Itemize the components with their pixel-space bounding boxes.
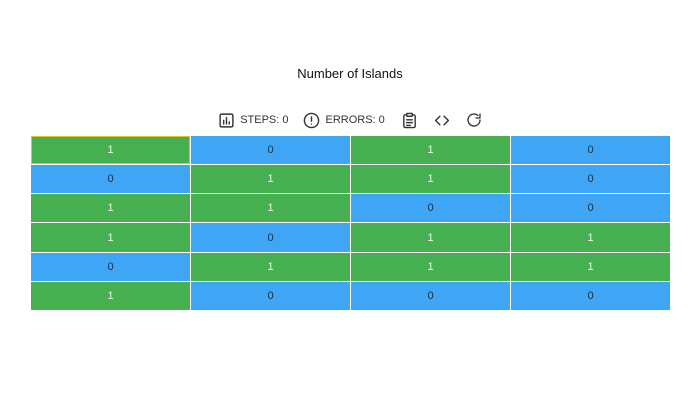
grid-cell[interactable]: 0 — [191, 281, 350, 310]
grid-cell[interactable]: 1 — [511, 223, 670, 252]
grid-cell[interactable]: 1 — [31, 223, 190, 252]
grid-cell[interactable]: 1 — [351, 223, 510, 252]
grid-cell[interactable]: 1 — [511, 252, 670, 281]
grid-cell[interactable]: 1 — [31, 136, 190, 165]
grid-cell[interactable]: 1 — [191, 194, 350, 223]
refresh-icon[interactable] — [465, 111, 483, 129]
alert-circle-icon[interactable] — [303, 111, 321, 129]
grid-cell[interactable]: 1 — [351, 252, 510, 281]
grid-cell[interactable]: 0 — [511, 281, 670, 310]
grid-cell[interactable]: 1 — [351, 136, 510, 165]
clipboard-icon[interactable] — [401, 111, 419, 129]
grid-cell[interactable]: 0 — [31, 252, 190, 281]
grid-cell[interactable]: 1 — [191, 165, 350, 194]
errors-counter: ERRORS: 0 — [325, 114, 385, 126]
steps-stat[interactable]: STEPS: 0 — [217, 111, 289, 129]
toolbar: STEPS: 0 ERRORS: 0 — [0, 110, 700, 130]
grid-cell[interactable]: 1 — [31, 194, 190, 223]
grid-cell[interactable]: 0 — [191, 223, 350, 252]
page-title: Number of Islands — [297, 66, 403, 81]
bar-chart-icon[interactable] — [217, 111, 235, 129]
grid-cell[interactable]: 0 — [351, 194, 510, 223]
errors-stat[interactable]: ERRORS: 0 — [303, 111, 385, 129]
grid-cell[interactable]: 0 — [191, 136, 350, 165]
grid-cell[interactable]: 1 — [191, 252, 350, 281]
grid-cell[interactable]: 1 — [31, 281, 190, 310]
grid-cell[interactable]: 0 — [351, 281, 510, 310]
grid-cell[interactable]: 0 — [511, 165, 670, 194]
grid-cell[interactable]: 0 — [31, 165, 190, 194]
grid-cell[interactable]: 0 — [511, 194, 670, 223]
grid-cell[interactable]: 0 — [511, 136, 670, 165]
steps-counter: STEPS: 0 — [240, 114, 289, 126]
grid-cell[interactable]: 1 — [351, 165, 510, 194]
code-brackets-icon[interactable] — [433, 111, 451, 129]
